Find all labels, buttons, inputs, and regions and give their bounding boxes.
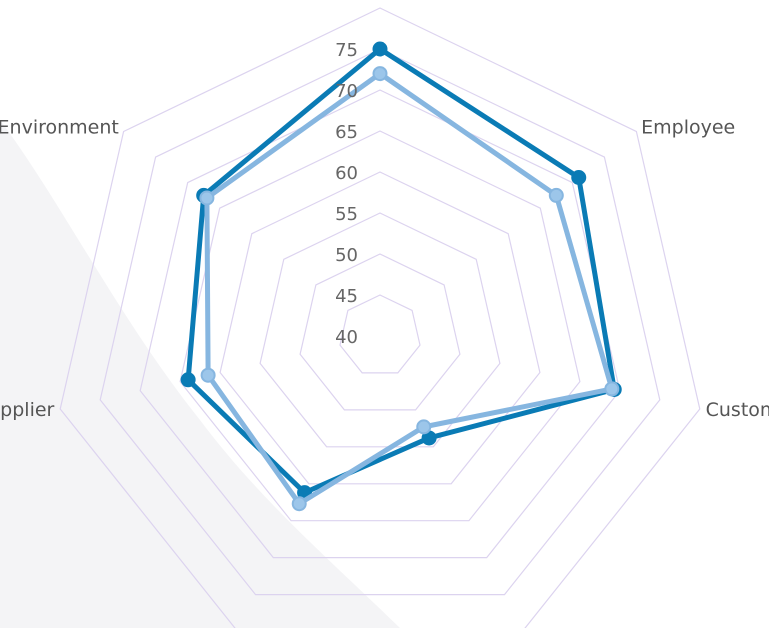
data-point xyxy=(604,381,620,397)
grid-ring xyxy=(339,294,421,374)
data-point xyxy=(548,187,564,203)
tick-label: 60 xyxy=(335,163,358,184)
category-label: Employee xyxy=(641,116,735,138)
data-point xyxy=(199,190,215,206)
category-label: Investor xyxy=(341,0,419,1)
tick-label: 45 xyxy=(335,286,358,307)
data-point xyxy=(571,170,587,186)
tick-label: 70 xyxy=(335,81,358,102)
data-point xyxy=(416,419,432,435)
grid-ring xyxy=(99,48,661,596)
grid-ring xyxy=(139,89,621,559)
data-point xyxy=(291,496,307,512)
grid-ring xyxy=(259,212,501,448)
data-point xyxy=(180,372,196,388)
background-brush xyxy=(0,120,400,628)
series-line xyxy=(204,71,615,507)
grid-outer xyxy=(59,7,701,628)
tick-label: 40 xyxy=(335,327,358,348)
tick-label: 75 xyxy=(335,40,358,61)
data-point xyxy=(372,41,388,57)
grid-ring xyxy=(299,253,461,411)
data-point xyxy=(200,367,216,383)
tick-label: 65 xyxy=(335,122,358,143)
tick-label: 55 xyxy=(335,204,358,225)
data-point xyxy=(372,66,388,82)
series-line xyxy=(185,46,617,496)
grid-ring xyxy=(179,130,581,522)
category-label: Customer xyxy=(706,399,769,421)
tick-label: 50 xyxy=(335,245,358,266)
category-label: Environment xyxy=(0,116,119,138)
grid-ring xyxy=(219,171,541,485)
marks xyxy=(180,41,622,512)
grid xyxy=(59,7,701,628)
category-label: Supplier xyxy=(0,399,55,421)
